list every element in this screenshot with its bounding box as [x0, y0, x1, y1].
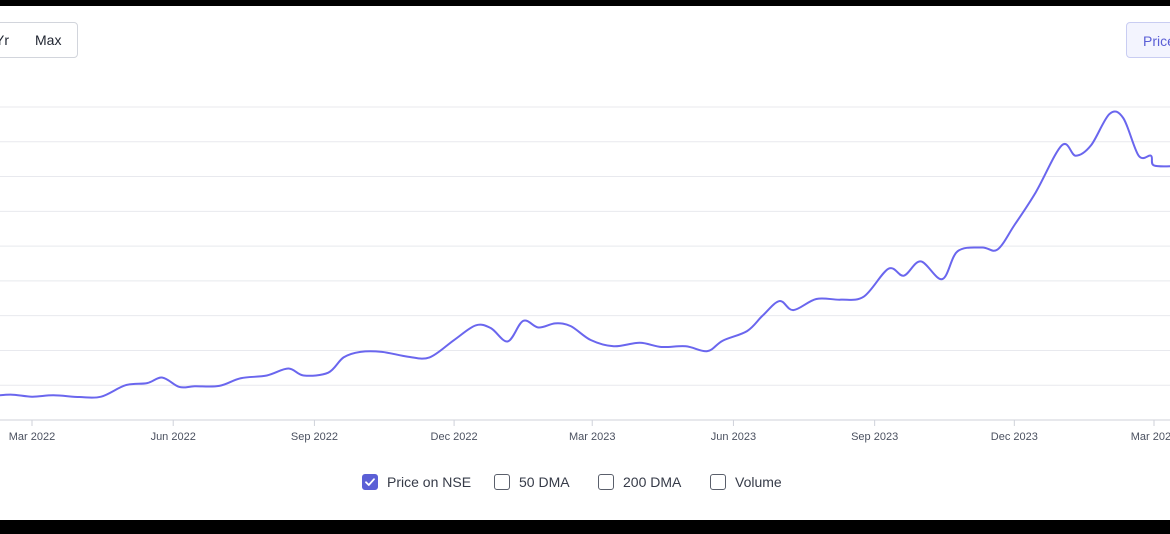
price-mode-button[interactable]: Price [1126, 22, 1170, 58]
x-tick-label: Sep 2023 [851, 431, 898, 443]
chart-panel: Mar 2022 Jun 2022 Sep 2022 Dec 2022 Mar 2023… [0, 6, 1170, 520]
chart-legend: Price on NSE 50 DMA 200 DMA Volume [0, 470, 1170, 494]
check-icon [365, 478, 375, 486]
x-tick-label: Jun 2022 [151, 431, 196, 443]
x-tick-label: Jun 2023 [711, 431, 756, 443]
series-line-price-on-nse [0, 110, 1170, 399]
legend-label: Volume [735, 474, 782, 490]
range-button-max[interactable]: Max [35, 23, 61, 57]
legend-item-200-dma[interactable]: 200 DMA [598, 470, 681, 494]
time-range-selector: Yr Max [0, 22, 78, 58]
legend-label: 200 DMA [623, 474, 682, 490]
gridlines [0, 106, 1170, 421]
legend-item-50-dma[interactable]: 50 DMA [494, 470, 570, 494]
checkbox-200-dma[interactable] [598, 474, 614, 490]
checkbox-price-on-nse[interactable] [362, 474, 378, 490]
range-button-yr[interactable]: Yr [0, 23, 9, 57]
checkbox-volume[interactable] [710, 474, 726, 490]
legend-item-volume[interactable]: Volume [710, 470, 782, 494]
legend-label: Price on NSE [387, 474, 472, 490]
x-tick-label: Dec 2022 [431, 431, 478, 443]
x-tick-label: Mar 2022 [9, 431, 55, 443]
x-tick-label: Dec 2023 [991, 431, 1038, 443]
legend-label: 50 DMA [519, 474, 570, 490]
x-axis: Mar 2022 Jun 2022 Sep 2022 Dec 2022 Mar 2023… [9, 420, 1170, 443]
legend-item-price-on-nse[interactable]: Price on NSE [362, 470, 471, 494]
x-tick-label: Mar 2023 [569, 431, 615, 443]
checkbox-50-dma[interactable] [494, 474, 510, 490]
price-chart: Mar 2022 Jun 2022 Sep 2022 Dec 2022 Mar 2023… [0, 106, 1170, 443]
x-tick-label: Sep 2022 [291, 431, 338, 443]
x-tick-label: Mar 2024 [1131, 431, 1170, 443]
